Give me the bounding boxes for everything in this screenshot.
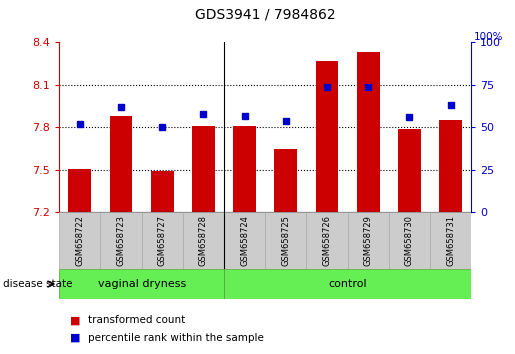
Bar: [151, 171, 174, 212]
Bar: [306, 212, 348, 269]
Text: GSM658728: GSM658728: [199, 215, 208, 266]
Bar: [142, 212, 183, 269]
Bar: [59, 269, 224, 299]
Bar: [110, 116, 132, 212]
Bar: [357, 52, 380, 212]
Text: GSM658723: GSM658723: [116, 215, 126, 266]
Bar: [316, 61, 338, 212]
Bar: [274, 149, 297, 212]
Text: ■: ■: [70, 315, 80, 325]
Bar: [439, 120, 462, 212]
Text: GSM658722: GSM658722: [75, 215, 84, 266]
Text: GSM658724: GSM658724: [240, 215, 249, 266]
Bar: [265, 212, 306, 269]
Text: ■: ■: [70, 333, 80, 343]
Bar: [348, 212, 389, 269]
Bar: [183, 212, 224, 269]
Text: control: control: [329, 279, 367, 289]
Text: GSM658727: GSM658727: [158, 215, 167, 266]
Text: GSM658729: GSM658729: [364, 215, 373, 266]
Bar: [224, 212, 265, 269]
Bar: [233, 126, 256, 212]
Text: GSM658726: GSM658726: [322, 215, 332, 266]
Bar: [68, 169, 91, 212]
Text: GSM658731: GSM658731: [446, 215, 455, 266]
Bar: [192, 126, 215, 212]
Bar: [398, 129, 421, 212]
Text: percentile rank within the sample: percentile rank within the sample: [88, 333, 264, 343]
Text: vaginal dryness: vaginal dryness: [97, 279, 186, 289]
Text: GSM658730: GSM658730: [405, 215, 414, 266]
Text: transformed count: transformed count: [88, 315, 185, 325]
Text: GDS3941 / 7984862: GDS3941 / 7984862: [195, 7, 336, 21]
Bar: [100, 212, 142, 269]
Text: disease state: disease state: [3, 279, 72, 289]
Bar: [224, 269, 471, 299]
Bar: [59, 212, 100, 269]
Bar: [430, 212, 471, 269]
Text: GSM658725: GSM658725: [281, 215, 290, 266]
Text: 100%: 100%: [474, 33, 503, 42]
Bar: [389, 212, 430, 269]
